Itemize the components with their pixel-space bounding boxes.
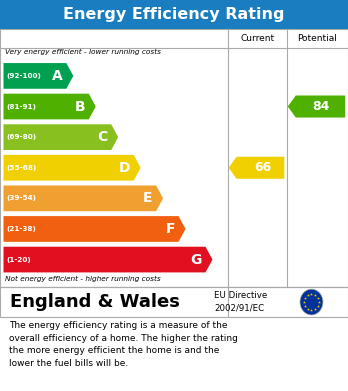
Text: (81-91): (81-91) <box>6 104 36 109</box>
Polygon shape <box>229 157 284 179</box>
Text: Current: Current <box>240 34 275 43</box>
Polygon shape <box>3 124 118 150</box>
Text: Energy Efficiency Rating: Energy Efficiency Rating <box>63 7 285 22</box>
Text: England & Wales: England & Wales <box>10 293 180 311</box>
Polygon shape <box>3 155 141 181</box>
Polygon shape <box>3 216 185 242</box>
Text: C: C <box>97 130 108 144</box>
Bar <box>0 287 348 317</box>
Text: A: A <box>52 69 63 83</box>
Polygon shape <box>3 94 96 119</box>
Text: EU Directive
2002/91/EC: EU Directive 2002/91/EC <box>214 291 267 313</box>
Text: Very energy efficient - lower running costs: Very energy efficient - lower running co… <box>5 49 161 56</box>
Bar <box>0 29 348 287</box>
Text: G: G <box>191 253 202 267</box>
Polygon shape <box>3 185 163 211</box>
Text: (92-100): (92-100) <box>6 73 41 79</box>
Text: The energy efficiency rating is a measure of the
overall efficiency of a home. T: The energy efficiency rating is a measur… <box>9 321 238 368</box>
Text: Potential: Potential <box>298 34 338 43</box>
Text: Not energy efficient - higher running costs: Not energy efficient - higher running co… <box>5 276 161 282</box>
Text: (1-20): (1-20) <box>6 256 31 263</box>
Text: F: F <box>166 222 175 236</box>
Circle shape <box>300 289 323 315</box>
Text: (69-80): (69-80) <box>6 134 37 140</box>
Polygon shape <box>288 95 345 118</box>
Text: (55-68): (55-68) <box>6 165 37 171</box>
Polygon shape <box>3 63 73 89</box>
Text: (39-54): (39-54) <box>6 196 36 201</box>
Text: 66: 66 <box>254 161 271 174</box>
Text: E: E <box>143 191 153 205</box>
Text: 84: 84 <box>313 100 330 113</box>
Text: D: D <box>119 161 130 175</box>
Text: (21-38): (21-38) <box>6 226 36 232</box>
Polygon shape <box>3 247 213 273</box>
Text: B: B <box>75 100 85 113</box>
Bar <box>0 0 348 29</box>
